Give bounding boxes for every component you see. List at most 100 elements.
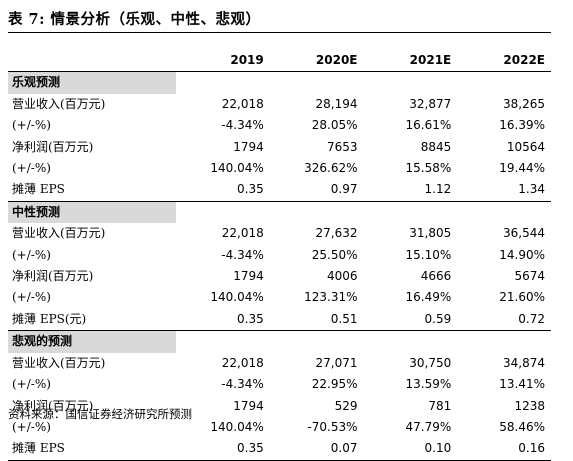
row-label: 营业收入(百万元) [12,96,106,111]
table-row: 营业收入(百万元) 22,018 28,194 32,877 38,265 [8,94,551,115]
value-cell: -4.34% [221,118,264,133]
value-cell: 15.58% [405,161,452,176]
row-label: 营业收入(百万元) [12,226,106,241]
value-cell: 0.10 [363,438,458,461]
row-label: (+/-%) [12,290,51,305]
section-spacer-cell [176,200,270,224]
header-year: 2019 [176,50,270,73]
value-cell: 19.44% [499,161,545,176]
value-cell: 58.46% [499,419,545,434]
row-label: (+/-%) [12,247,51,262]
section-spacer-cell [176,330,270,353]
value-cell: 1.34 [457,179,551,202]
value-cell: 0.51 [269,308,364,332]
section-header-row: 乐观预测 [8,71,551,94]
value-cell: -4.34% [221,247,264,262]
header-year: 2020E [269,50,364,73]
value-cell: 32,877 [409,96,452,111]
value-cell: 0.16 [457,438,551,461]
row-label: 摊薄 EPS [8,438,176,461]
table-row: 营业收入(百万元) 22,018 27,071 30,750 34,874 [8,353,551,374]
source-note: 资料来源：国信证券经济研究所预测 [8,407,192,421]
table-row: 营业收入(百万元) 22,018 27,632 31,805 36,544 [8,223,551,244]
table-row: (+/-%) -4.34% 28.05% 16.61% 16.39% [8,115,551,136]
table-row: (+/-%) 140.04% 123.31% 16.49% 21.60% [8,287,551,308]
value-cell: 529 [334,398,358,413]
value-cell: 22,018 [221,96,264,111]
top-rule [8,32,551,33]
section-spacer-cell [457,330,551,353]
table-row: (+/-%) -4.34% 22.95% 13.59% 13.41% [8,374,551,395]
section-spacer-cell [269,330,364,353]
value-cell: 8845 [420,139,452,154]
row-label: (+/-%) [12,118,51,133]
value-cell: 4666 [420,269,452,284]
value-cell: 0.35 [176,308,270,332]
value-cell: 123.31% [304,290,358,305]
table-row: (+/-%) -4.34% 25.50% 15.10% 14.90% [8,245,551,266]
value-cell: 326.62% [304,161,358,176]
row-label: 净利润(百万元) [12,139,94,154]
value-cell: 140.04% [210,290,264,305]
section-spacer-cell [269,71,364,94]
header-year: 2021E [363,50,458,73]
value-cell: 0.07 [269,438,364,461]
scenario-table-body: 2019 2020E 2021E 2022E 乐观预测 营业收入(百万元) 22,0… [8,50,551,461]
value-cell: 140.04% [210,419,264,434]
header-empty [8,50,176,73]
value-cell: 1.12 [363,179,458,202]
row-label: (+/-%) [12,377,51,392]
value-cell: 30,750 [409,355,452,370]
value-cell: 14.90% [499,247,545,262]
section-header-row: 悲观的预测 [8,330,551,353]
value-cell: 7653 [326,139,358,154]
value-cell: 22,018 [221,355,264,370]
section-spacer-cell [457,71,551,94]
row-label: 营业收入(百万元) [12,355,106,370]
row-label: (+/-%) [12,161,51,176]
section-spacer-cell [269,200,364,224]
value-cell: 0.72 [457,308,551,332]
value-cell: 1794 [233,269,264,284]
value-cell: 16.39% [499,118,545,133]
value-cell: 4006 [326,269,358,284]
value-cell: 0.59 [363,308,458,332]
value-cell: 0.35 [176,438,270,461]
value-cell: 27,071 [315,355,358,370]
row-label: 净利润(百万元) [12,269,94,284]
value-cell: 13.59% [405,377,452,392]
section-spacer-cell [363,330,458,353]
value-cell: 0.35 [176,179,270,202]
value-cell: 22.95% [311,377,358,392]
section-spacer-cell [363,200,458,224]
section-title: 悲观的预测 [8,330,176,353]
section-header-row: 中性预测 [8,200,551,224]
value-cell: 1794 [233,398,264,413]
table-row: 摊薄 EPS 0.35 0.07 0.10 0.16 [8,438,551,461]
value-cell: 28,194 [315,96,358,111]
row-label: 净利润(百万元) [12,398,94,413]
value-cell: 1794 [233,139,264,154]
section-spacer-cell [363,71,458,94]
value-cell: 16.61% [405,118,452,133]
value-cell: 781 [428,398,452,413]
section-title: 中性预测 [8,200,176,224]
value-cell: 22,018 [221,226,264,241]
row-label: (+/-%) [12,419,51,434]
value-cell: 38,265 [503,96,545,111]
table-row: 摊薄 EPS(元) 0.35 0.51 0.59 0.72 [8,308,551,332]
value-cell: 25.50% [311,247,358,262]
section-spacer-cell [457,200,551,224]
value-cell: 28.05% [311,118,358,133]
value-cell: 0.97 [269,179,364,202]
value-cell: 16.49% [405,290,452,305]
row-label: 摊薄 EPS [8,179,176,202]
table-row: 净利润(百万元) 1794 4006 4666 5674 [8,266,551,287]
value-cell: 10564 [506,139,545,154]
table-row: 净利润(百万元) 1794 529 781 1238 [8,396,551,417]
section-title: 乐观预测 [8,71,176,94]
value-cell: -4.34% [221,377,264,392]
table-row: 摊薄 EPS 0.35 0.97 1.12 1.34 [8,179,551,202]
value-cell: 15.10% [405,247,452,262]
value-cell: 36,544 [503,226,545,241]
